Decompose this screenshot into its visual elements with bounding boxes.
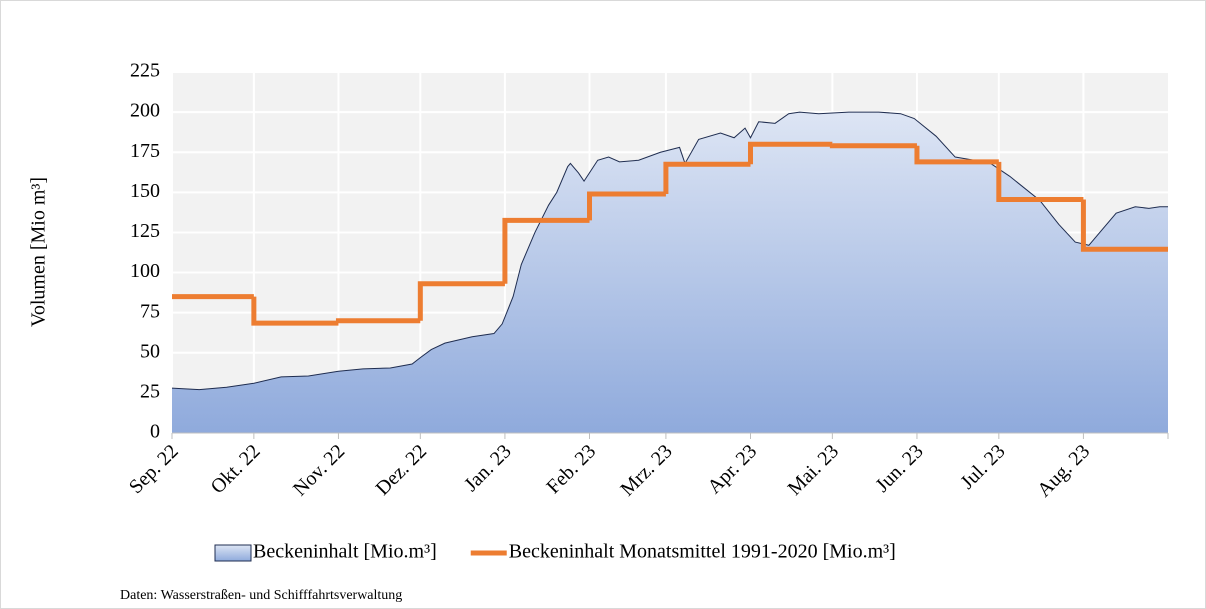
y-tick-label: 225	[130, 60, 160, 82]
step-segment	[587, 191, 666, 221]
area	[172, 112, 1168, 433]
legend-swatch	[214, 544, 252, 562]
legend-label: Beckeninhalt [Mio.m³]	[253, 541, 437, 563]
source-note: Daten: Wasserstraßen- und Schifffahrtsve…	[120, 588, 402, 603]
step-segment	[335, 318, 421, 324]
y-axis-label: Volumen [Mio m³]	[28, 177, 50, 327]
y-tick-label: 50	[140, 340, 160, 362]
area-outline	[171, 111, 1168, 391]
step-segment	[996, 161, 1084, 203]
y-tick-label: 175	[130, 140, 160, 162]
step-segment	[1080, 199, 1168, 252]
step-segment	[417, 281, 505, 321]
y-tick-label: 0	[150, 421, 160, 443]
y-tick-label: 25	[140, 380, 160, 402]
y-tick-label: 100	[130, 260, 160, 282]
y-tick-label: 200	[130, 100, 160, 122]
step-segment	[829, 143, 917, 149]
y-tick-label: 75	[140, 300, 160, 322]
legend-label: Beckeninhalt Monatsmittel 1991-2020 [Mio…	[509, 541, 896, 563]
step-segment	[663, 161, 751, 194]
step-segment	[251, 296, 339, 326]
y-tick-label: 125	[130, 220, 160, 242]
y-tick-label: 150	[130, 180, 160, 202]
step-segment	[914, 145, 999, 165]
step-segment	[502, 217, 590, 284]
step-segment	[747, 141, 833, 165]
